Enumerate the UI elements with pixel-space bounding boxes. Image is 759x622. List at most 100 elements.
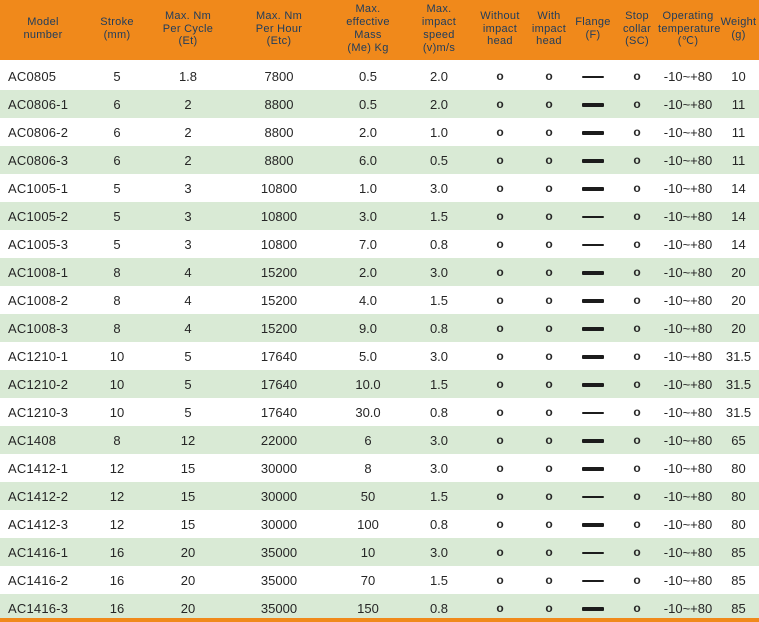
available-circle-mark: o: [496, 124, 504, 139]
cell-without_head: o: [472, 61, 528, 90]
cell-nm_per_cycle: 15: [180, 488, 196, 504]
flange-dash-thin: [582, 496, 604, 498]
available-circle-mark: o: [633, 376, 641, 391]
cell-nm_per_hour: 30000: [260, 460, 298, 476]
cell-temp: -10~+80: [663, 460, 713, 476]
cell-model: AC1408: [8, 432, 57, 448]
cell-temp: -10~+80: [663, 68, 713, 84]
cell-temp: -10~+80: [663, 320, 713, 336]
cell-stop_collar: o: [616, 510, 658, 538]
cell-temp: -10~+80: [663, 488, 713, 504]
cell-impact_speed: 1.5: [429, 488, 449, 504]
cell-stop_collar: o: [616, 538, 658, 566]
cell-nm_per_cycle: 15: [180, 516, 196, 532]
cell-effective_mass: 4.0: [358, 292, 378, 308]
cell-without_head: o: [472, 454, 528, 482]
available-circle-mark: o: [633, 348, 641, 363]
cell-stroke: 8: [113, 320, 121, 336]
header-cell-nm_per_cycle: Max. Nm Per Cycle (Et): [148, 0, 228, 62]
cell-model: AC1416-2: [8, 572, 69, 588]
cell-impact_speed: 0.5: [429, 152, 449, 168]
cell-impact_speed: 1.5: [429, 292, 449, 308]
cell-without_head: o: [472, 118, 528, 146]
flange-dash-bold: [582, 439, 604, 444]
cell-nm_per_cycle: 2: [184, 96, 192, 112]
available-circle-mark: o: [633, 264, 641, 279]
available-circle-mark: o: [633, 432, 641, 447]
cell-stop_collar: o: [616, 370, 658, 398]
available-circle-mark: o: [496, 292, 504, 307]
cell-stop_collar: o: [616, 482, 658, 510]
cell-impact_speed: 3.0: [429, 348, 449, 364]
cell-temp: -10~+80: [663, 96, 713, 112]
available-circle-mark: o: [545, 600, 553, 615]
flange-dash-bold: [582, 299, 604, 304]
available-circle-mark: o: [545, 152, 553, 167]
flange-dash-bold: [582, 383, 604, 388]
header-cell-without_head: Without impact head: [472, 0, 528, 62]
cell-model: AC1008-2: [8, 292, 69, 308]
cell-with_head: o: [528, 538, 570, 566]
header-cell-with_head: With impact head: [528, 0, 570, 62]
table-row: AC1416-2 16 20 35000 70 1.5 o o o -10~+80 85: [0, 566, 759, 594]
cell-nm_per_cycle: 5: [184, 404, 192, 420]
available-circle-mark: o: [496, 376, 504, 391]
cell-weight: 11: [731, 152, 746, 168]
cell-model: AC1412-2: [8, 488, 69, 504]
cell-nm_per_cycle: 20: [180, 544, 196, 560]
cell-nm_per_hour: 30000: [260, 488, 298, 504]
cell-model: AC1210-1: [8, 348, 69, 364]
header-cell-stop_collar: Stop collar (SC): [616, 0, 658, 62]
cell-temp: -10~+80: [663, 572, 713, 588]
cell-nm_per_cycle: 4: [184, 292, 192, 308]
cell-stroke: 12: [109, 460, 125, 476]
cell-without_head: o: [472, 482, 528, 510]
available-circle-mark: o: [496, 432, 504, 447]
available-circle-mark: o: [633, 488, 641, 503]
cell-nm_per_hour: 35000: [260, 544, 298, 560]
cell-nm_per_hour: 17640: [260, 376, 298, 392]
cell-temp: -10~+80: [663, 180, 713, 196]
cell-flange: [570, 230, 616, 258]
cell-nm_per_cycle: 12: [180, 432, 196, 448]
cell-stop_collar: o: [616, 61, 658, 90]
cell-flange: [570, 454, 616, 482]
flange-dash-bold: [582, 355, 604, 360]
cell-stroke: 12: [109, 516, 125, 532]
cell-impact_speed: 3.0: [429, 180, 449, 196]
available-circle-mark: o: [545, 208, 553, 223]
cell-nm_per_cycle: 20: [180, 600, 196, 616]
available-circle-mark: o: [496, 96, 504, 111]
cell-without_head: o: [472, 146, 528, 174]
available-circle-mark: o: [633, 292, 641, 307]
cell-without_head: o: [472, 342, 528, 370]
cell-with_head: o: [528, 398, 570, 426]
cell-nm_per_hour: 10800: [260, 180, 298, 196]
cell-effective_mass: 5.0: [358, 348, 378, 364]
flange-dash-bold: [582, 131, 604, 136]
cell-stroke: 5: [113, 236, 121, 252]
header-cell-effective_mass: Max. effective Mass (Me) Kg: [330, 0, 406, 62]
cell-weight: 31.5: [725, 376, 752, 392]
cell-nm_per_hour: 35000: [260, 600, 298, 616]
cell-nm_per_hour: 15200: [260, 264, 298, 280]
cell-flange: [570, 482, 616, 510]
cell-temp: -10~+80: [663, 516, 713, 532]
cell-weight: 80: [731, 488, 746, 504]
cell-stop_collar: o: [616, 90, 658, 118]
table-row: AC1412-3 12 15 30000 100 0.8 o o o -10~+80 80: [0, 510, 759, 538]
table-row: AC0806-3 6 2 8800 6.0 0.5 o o o -10~+80 11: [0, 146, 759, 174]
cell-nm_per_cycle: 4: [184, 264, 192, 280]
table-row: AC1005-1 5 3 10800 1.0 3.0 o o o -10~+80 14: [0, 174, 759, 202]
cell-stroke: 5: [113, 180, 121, 196]
cell-flange: [570, 174, 616, 202]
cell-weight: 31.5: [725, 348, 752, 364]
cell-model: AC1210-3: [8, 404, 69, 420]
cell-stop_collar: o: [616, 202, 658, 230]
cell-stop_collar: o: [616, 174, 658, 202]
cell-model: AC1008-1: [8, 264, 69, 280]
flange-dash-bold: [582, 607, 604, 612]
available-circle-mark: o: [633, 544, 641, 559]
table-row: AC0805 5 1.8 7800 0.5 2.0 o o o -10~+80 10: [0, 61, 759, 90]
